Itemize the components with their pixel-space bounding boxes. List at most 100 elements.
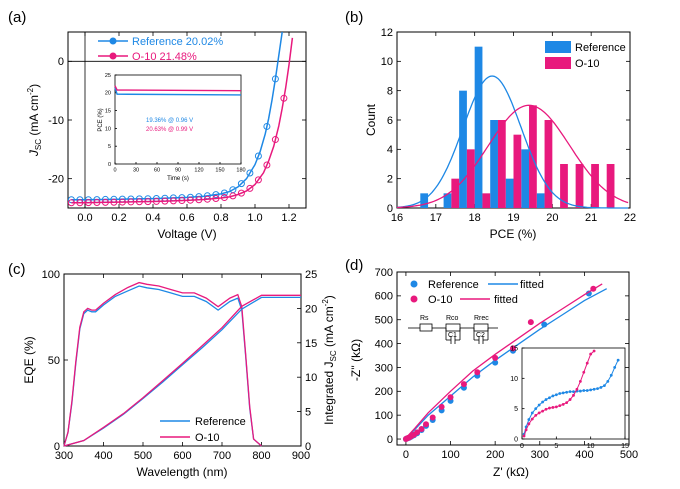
nyquist-point-o10 [429,414,436,421]
panel-a-letter: (a) [8,9,26,26]
histogram-bar-reference [536,193,545,208]
equivalent-circuit [408,323,498,344]
panel-a-ylabel: JSC (mA cm-2) [26,84,43,157]
y-tick-label: 200 [375,386,393,398]
jv-point-o10 [246,184,254,192]
panel-c-letter: (c) [8,261,26,278]
panel-c-ylabel2: Integrated JSC (mA cm-2) [321,295,338,425]
x-tick-label: 15 [621,443,629,450]
nyquist-point-o10 [438,403,445,410]
panel-c-legend: Reference O-10 [160,416,246,444]
inset-point-o10 [522,434,526,438]
nyquist-point-o10 [447,394,454,401]
histogram-bar-reference [443,193,452,208]
jv-point-reference [271,75,279,83]
jv-point-o10 [271,136,279,144]
y-tick-label: -10 [48,115,64,127]
y-tick-label: 20 [105,91,111,97]
legend-d-o10: O-10 [428,294,452,306]
nyquist-point-o10 [492,354,499,361]
jv-point-reference [237,180,245,188]
y-tick-label: 700 [375,267,393,279]
panel-b-letter: (b) [345,9,363,26]
inset-point-reference [585,389,589,392]
stability-curve-reference [114,87,242,96]
legend-c-reference: Reference [195,416,246,428]
jv-point-o10 [280,94,288,102]
x-tick-label: 600 [173,450,191,462]
histogram-bar-reference [459,90,467,208]
x-tick-label: 1.2 [281,212,296,224]
histogram-bar-o10 [451,178,460,208]
circuit-label-c1: C1 [448,332,457,339]
inset-point-o10 [575,387,579,391]
panel-d: (d) 0 100 200 300 400 50001002003004005006007… [345,257,638,479]
jv-point-o10 [144,198,152,206]
x-tick-label: 500 [620,449,638,461]
jv-point-reference [254,152,262,160]
panel-d-inset: 0 5 10 15 0 5 10 15 [510,345,629,450]
y2-tick-label: 0 [305,441,311,453]
inset-point-reference [592,387,596,391]
x-tick-label: 0 [520,443,524,450]
x-tick-label: 0.8 [213,212,228,224]
histogram-bar-o10 [466,149,475,208]
jv-point-o10 [220,194,228,202]
x-tick-label: 0 [113,168,116,174]
nyquist-point-o10 [414,429,421,436]
inset-point-o10 [561,403,565,406]
inset-fit-o10 [523,350,595,437]
inset-d-frame [521,347,626,440]
histogram-bar-o10 [544,120,553,208]
inset-point-reference [561,391,565,395]
histogram-bar-o10 [497,120,506,208]
inset-point-o10 [592,349,596,353]
inset-point-reference [534,407,538,411]
inset-point-reference [603,384,606,388]
histogram-bar-o10 [591,164,599,208]
y-tick-label: 0 [514,436,518,443]
y2-tick-label: 25 [305,269,317,281]
histogram-bar-o10 [606,164,615,208]
inset-point-o10 [544,407,548,411]
inset-point-o10 [524,428,528,432]
y-tick-label: 50 [48,355,60,367]
panel-d-curves [402,283,608,443]
inset-point-reference [568,390,572,394]
legend-b-reference: Reference [575,42,626,54]
y2-tick-label: 20 [305,303,317,315]
jv-point-reference [220,189,228,197]
y-tick-label: 400 [375,338,393,350]
inset-point-o10 [548,406,551,410]
y-tick-label: 0 [387,434,393,446]
x-tick-label: 17 [430,212,442,224]
inset-point-o10 [568,398,572,401]
jv-point-o10 [237,189,245,197]
jv-point-o10 [203,195,211,203]
inset-point-reference [537,403,541,407]
inset-point-reference [565,390,569,394]
panel-a-axes: 0.0 0.2 0.4 0.6 0.8 1.0 1.2 -20 -10 0 [48,32,306,224]
x-tick-label: 1.0 [247,212,262,224]
x-tick-label: 19 [507,212,519,224]
jv-point-o10 [229,192,237,200]
panel-c-frame [63,273,302,447]
panel-b-ylabel: Count [364,103,378,136]
circuit-label-rrec: Rrec [474,315,489,322]
circuit-label-c2: C2 [476,332,485,339]
x-tick-label: 800 [252,450,270,462]
inset-a-annotation-o10: 20.63% @ 0.99 V [146,127,193,133]
histogram-bar-reference [474,46,483,208]
y-tick-label: 25 [105,73,111,79]
jv-point-o10 [76,199,84,207]
eqe-curve-o10 [63,281,262,447]
panel-d-legend: Reference fitted O-10 fitted [410,279,544,306]
legend-d-ref-fitted: fitted [520,279,544,291]
y-tick-label: 300 [375,362,393,374]
inset-d-curves [522,349,620,438]
inset-point-o10 [534,413,538,417]
y-tick-label: 0 [54,441,60,453]
inset-point-reference [548,396,551,400]
